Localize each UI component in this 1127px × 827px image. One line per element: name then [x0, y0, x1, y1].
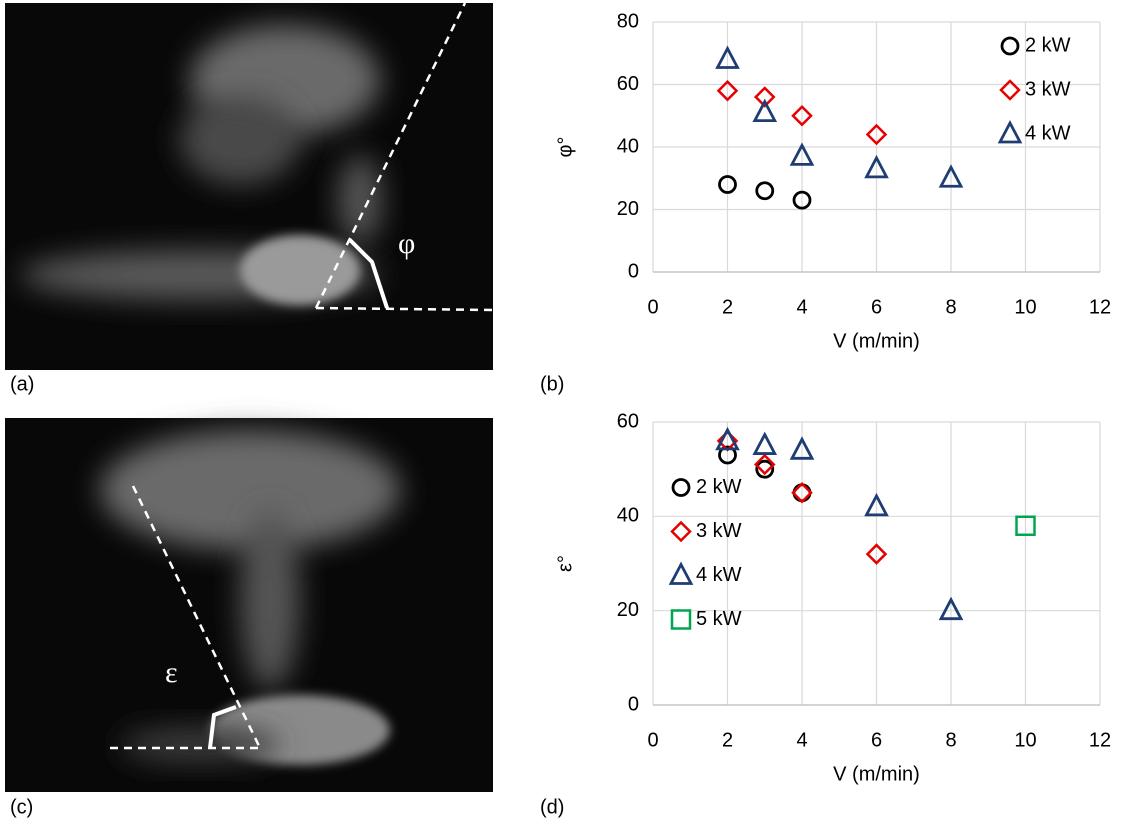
- legend-label: 2 kW: [1025, 34, 1071, 56]
- marker: [755, 435, 775, 454]
- x-tick-label: 4: [796, 729, 807, 751]
- y-tick-label: 20: [617, 198, 639, 220]
- x-tick-label: 2: [722, 729, 733, 751]
- legend-label: 2 kW: [696, 476, 742, 498]
- y-tick-label: 60: [617, 410, 639, 432]
- angle-label: ε: [165, 656, 178, 689]
- marker: [757, 183, 773, 199]
- marker: [755, 102, 775, 121]
- y-tick-label: 80: [617, 10, 639, 32]
- x-tick-label: 0: [647, 296, 658, 318]
- legend-label: 3 kW: [1025, 78, 1071, 100]
- photo-c: ε: [5, 418, 493, 792]
- y-tick-label: 0: [628, 260, 639, 282]
- photo-a: φ: [5, 3, 493, 370]
- x-tick-label: 12: [1089, 296, 1111, 318]
- x-tick-label: 2: [722, 296, 733, 318]
- legend-marker: [672, 523, 690, 541]
- x-tick-label: 10: [1014, 296, 1036, 318]
- legend-marker: [673, 480, 689, 496]
- angle-label: φ: [398, 227, 415, 260]
- y-tick-label: 60: [617, 73, 639, 95]
- x-tick-label: 4: [796, 296, 807, 318]
- y-tick-label: 40: [617, 505, 639, 527]
- x-tick-label: 6: [871, 296, 882, 318]
- x-tick-label: 12: [1089, 729, 1111, 751]
- legend-marker: [1000, 123, 1020, 142]
- panel-label: (a): [10, 373, 34, 395]
- legend-marker: [1001, 81, 1019, 99]
- x-tick-label: 0: [647, 729, 658, 751]
- x-tick-label: 8: [945, 296, 956, 318]
- legend-label: 4 kW: [1025, 122, 1071, 144]
- x-axis-label: V (m/min): [833, 330, 920, 352]
- figure: φ ε (a) (b) (c) (d) 020406080024681012V …: [0, 0, 1127, 822]
- panel-label: (d): [540, 796, 564, 818]
- y-tick-label: 0: [628, 693, 639, 715]
- legend-marker: [671, 565, 691, 584]
- legend-label: 3 kW: [696, 520, 742, 542]
- y-tick-label: 20: [617, 599, 639, 621]
- legend-marker: [1002, 38, 1018, 54]
- legend-marker: [672, 611, 690, 629]
- y-axis-label: φ°: [554, 137, 576, 158]
- legend-label: 4 kW: [696, 564, 742, 586]
- x-axis-label: V (m/min): [833, 763, 920, 785]
- y-tick-label: 40: [617, 135, 639, 157]
- y-axis-label: ε°: [554, 555, 576, 572]
- panel-label: (b): [540, 373, 564, 395]
- x-tick-label: 8: [945, 729, 956, 751]
- x-tick-label: 10: [1014, 729, 1036, 751]
- legend-label: 5 kW: [696, 608, 742, 630]
- panel-label: (c): [10, 796, 33, 818]
- x-tick-label: 6: [871, 729, 882, 751]
